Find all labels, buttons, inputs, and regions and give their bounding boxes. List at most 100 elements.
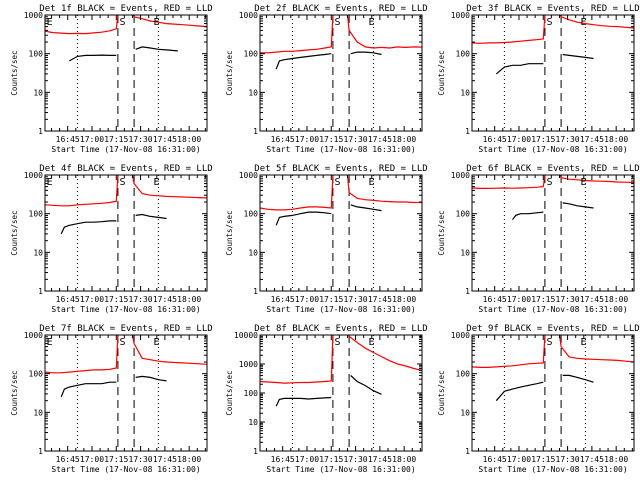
x-tick-label: 17:00 bbox=[80, 455, 104, 464]
plot-frame bbox=[44, 174, 208, 292]
marker-label: E bbox=[47, 337, 53, 348]
x-tick-label: 16:45 bbox=[483, 135, 507, 144]
x-tick-label: 16:45 bbox=[271, 135, 295, 144]
panel-title: Det 9f BLACK = Events, RED = LLD bbox=[466, 324, 639, 334]
x-tick-label: 18:00 bbox=[177, 455, 201, 464]
panel-title: Det 4f BLACK = Events, RED = LLD bbox=[39, 164, 212, 174]
series-line-events bbox=[512, 211, 544, 221]
y-tick-label: 10 bbox=[33, 248, 43, 257]
x-tick-label: 18:00 bbox=[604, 295, 628, 304]
y-tick-label: 1 bbox=[465, 447, 470, 456]
x-tick-label: 17:30 bbox=[556, 455, 580, 464]
series-line-lld bbox=[471, 14, 546, 44]
series-line-events bbox=[135, 375, 167, 382]
series-line-lld bbox=[346, 14, 423, 49]
detector-panel-5: Det 5f BLACK = Events, RED = LLD Counts/s… bbox=[225, 164, 428, 314]
x-tick-label: 17:30 bbox=[556, 295, 580, 304]
y-tick-label: 1 bbox=[465, 287, 470, 296]
x-tick-label: 16:45 bbox=[271, 455, 295, 464]
series-line-lld bbox=[131, 174, 208, 199]
x-axis-label: Start Time (17-Nov-08 16:31:00) bbox=[266, 145, 415, 154]
x-tick-label: 17:15 bbox=[319, 135, 343, 144]
marker-label: S bbox=[547, 337, 553, 348]
y-tick-label: 1000 bbox=[451, 331, 470, 340]
y-tick-label: 1 bbox=[38, 287, 43, 296]
plot-frame bbox=[259, 174, 423, 292]
panel-title: Det 7f BLACK = Events, RED = LLD bbox=[39, 324, 212, 334]
marker-label: E bbox=[154, 337, 160, 348]
x-tick-label: 17:00 bbox=[295, 135, 319, 144]
y-tick-label: 100 bbox=[29, 210, 44, 219]
y-tick-label: 10 bbox=[248, 418, 258, 427]
x-tick-label: 18:00 bbox=[177, 135, 201, 144]
series-line-events bbox=[60, 220, 117, 235]
x-tick-label: 16:45 bbox=[56, 135, 80, 144]
y-tick-label: 100 bbox=[29, 370, 44, 379]
series-line-lld bbox=[558, 174, 635, 184]
x-tick-label: 18:00 bbox=[604, 455, 628, 464]
detector-panel-9: Det 9f BLACK = Events, RED = LLD Counts/s… bbox=[437, 324, 640, 474]
x-tick-label: 17:45 bbox=[153, 135, 177, 144]
marker-label: S bbox=[335, 17, 341, 28]
detector-panel-7: Det 7f BLACK = Events, RED = LLD Counts/s… bbox=[10, 324, 213, 474]
y-axis-label: Counts/sec bbox=[10, 370, 19, 415]
series-line-events bbox=[350, 204, 382, 212]
x-axis-label: Start Time (17-Nov-08 16:31:00) bbox=[266, 305, 415, 314]
series-line-lld bbox=[44, 334, 119, 374]
x-tick-label: 16:45 bbox=[271, 295, 295, 304]
y-tick-label: 100 bbox=[29, 50, 44, 59]
plot-frame bbox=[471, 14, 635, 132]
y-tick-label: 1000 bbox=[24, 331, 43, 340]
x-tick-label: 17:00 bbox=[295, 455, 319, 464]
y-tick-label: 100 bbox=[244, 210, 259, 219]
x-tick-label: 18:00 bbox=[392, 295, 416, 304]
y-tick-label: 10 bbox=[248, 88, 258, 97]
marker-label: S bbox=[335, 337, 341, 348]
y-tick-label: 1000 bbox=[451, 171, 470, 180]
y-tick-label: 100 bbox=[456, 210, 471, 219]
series-line-lld bbox=[259, 334, 334, 384]
series-line-lld bbox=[260, 14, 334, 54]
marker-label: E bbox=[369, 337, 375, 348]
x-tick-label: 17:30 bbox=[344, 295, 368, 304]
x-tick-label: 17:15 bbox=[104, 455, 128, 464]
marker-label: S bbox=[547, 177, 553, 188]
y-tick-label: 10 bbox=[248, 248, 258, 257]
x-tick-label: 17:15 bbox=[319, 295, 343, 304]
x-tick-label: 17:30 bbox=[129, 295, 153, 304]
series-line-events bbox=[135, 46, 178, 52]
y-tick-label: 1 bbox=[38, 127, 43, 136]
marker-label: S bbox=[335, 177, 341, 188]
y-axis-label: Counts/sec bbox=[225, 370, 234, 415]
marker-label: S bbox=[120, 337, 126, 348]
y-axis-label: Counts/sec bbox=[437, 50, 446, 95]
x-tick-label: 17:45 bbox=[580, 135, 604, 144]
x-axis-label: Start Time (17-Nov-08 16:31:00) bbox=[478, 145, 627, 154]
series-line-events bbox=[350, 51, 382, 56]
plot-frame bbox=[44, 334, 208, 452]
panel-title: Det 2f BLACK = Events, RED = LLD bbox=[254, 4, 427, 14]
marker-label: S bbox=[120, 17, 126, 28]
y-tick-label: 1 bbox=[38, 447, 43, 456]
series-line-lld bbox=[131, 334, 208, 365]
marker-label: E bbox=[369, 17, 375, 28]
detector-panel-2: Det 2f BLACK = Events, RED = LLD Counts/s… bbox=[225, 4, 428, 154]
y-tick-label: 1000 bbox=[451, 11, 470, 20]
x-tick-label: 18:00 bbox=[604, 135, 628, 144]
x-tick-label: 17:45 bbox=[368, 135, 392, 144]
marker-label: E bbox=[154, 177, 160, 188]
x-tick-label: 16:45 bbox=[56, 295, 80, 304]
x-axis-label: Start Time (17-Nov-08 16:31:00) bbox=[51, 145, 200, 154]
x-tick-label: 17:30 bbox=[344, 455, 368, 464]
plot-frame bbox=[44, 14, 208, 132]
series-line-events bbox=[495, 63, 544, 75]
x-tick-label: 17:45 bbox=[153, 295, 177, 304]
plot-frame bbox=[259, 334, 423, 452]
marker-label: E bbox=[369, 177, 375, 188]
x-tick-label: 17:00 bbox=[80, 295, 104, 304]
series-line-events bbox=[60, 381, 117, 398]
y-axis-label: Counts/sec bbox=[225, 210, 234, 255]
x-tick-label: 17:15 bbox=[104, 135, 128, 144]
marker-label: E bbox=[154, 17, 160, 28]
series-line-events bbox=[275, 211, 332, 226]
